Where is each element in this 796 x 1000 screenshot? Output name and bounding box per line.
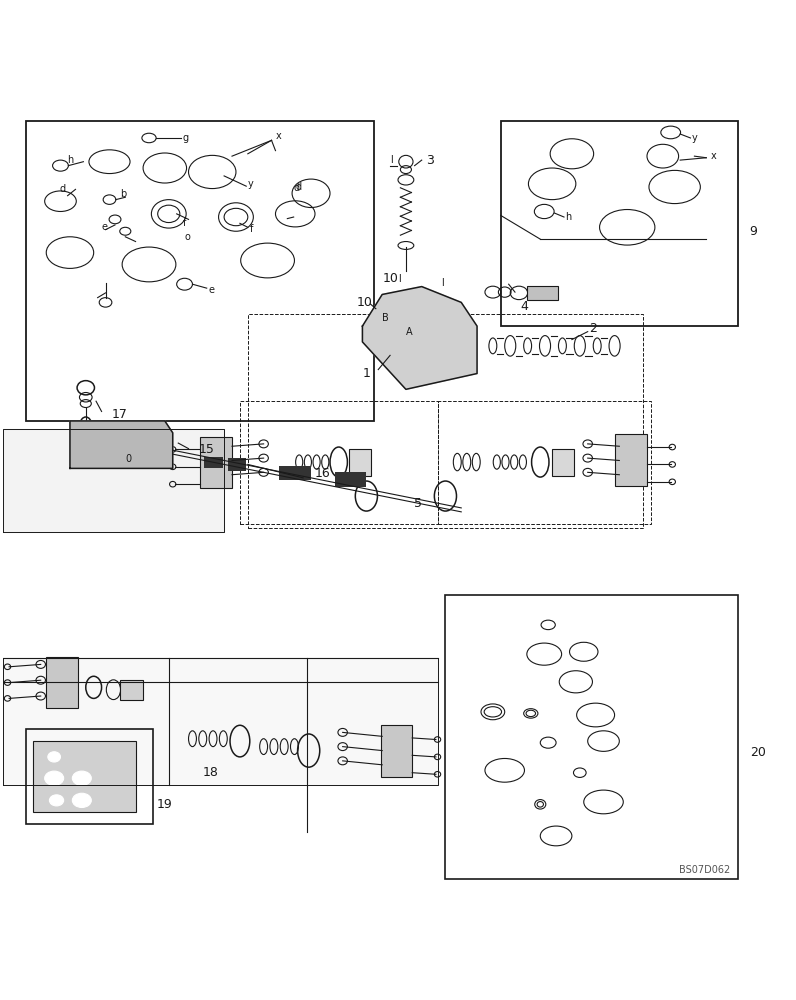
Bar [438,401,651,524]
Bar [205,457,223,468]
Text: b: b [119,189,126,199]
Text: d: d [295,182,302,192]
Text: 20: 20 [750,746,766,759]
Text: d: d [60,184,66,194]
Bar [527,286,559,300]
Text: y: y [692,133,698,143]
Text: 9: 9 [750,225,758,238]
Text: 10: 10 [357,296,373,309]
Text: l: l [390,155,393,165]
Text: h: h [68,155,74,165]
Text: y: y [248,179,254,189]
Text: 4: 4 [521,300,529,313]
Text: l: l [398,274,400,284]
Bar [240,401,438,524]
Text: 17: 17 [112,408,127,421]
Bar [46,657,78,708]
Polygon shape [2,429,224,532]
Text: l: l [442,278,444,288]
Bar [349,449,371,476]
Text: 2: 2 [589,322,597,335]
Text: B: B [382,313,389,323]
Text: 10: 10 [382,272,398,285]
Bar [33,741,135,812]
Text: x: x [710,151,716,161]
Bar [501,121,738,326]
Bar [201,437,232,488]
Text: 18: 18 [203,766,219,779]
Ellipse shape [48,752,60,762]
Bar [119,680,143,700]
Text: e: e [102,222,107,232]
Text: 3: 3 [426,154,434,167]
Text: 1: 1 [362,367,370,380]
Ellipse shape [45,771,64,785]
Bar [279,466,311,480]
Bar [228,458,246,471]
Text: 0: 0 [125,454,131,464]
Text: x: x [275,131,281,141]
Bar [446,595,738,879]
Bar [26,121,374,421]
Ellipse shape [72,771,92,785]
Text: 19: 19 [157,798,173,811]
Text: 15: 15 [199,443,215,456]
Text: e: e [209,285,214,295]
Ellipse shape [86,429,110,449]
Ellipse shape [80,417,92,431]
Text: 16: 16 [315,467,331,480]
Text: 5: 5 [414,497,422,510]
Ellipse shape [72,793,92,807]
Ellipse shape [80,451,92,465]
Bar [380,725,412,777]
Ellipse shape [49,795,64,806]
Text: o: o [185,232,190,242]
Text: f: f [183,218,186,228]
Text: f: f [249,224,253,234]
Text: BS07D062: BS07D062 [679,865,730,875]
Ellipse shape [121,436,145,456]
Polygon shape [362,287,477,389]
Polygon shape [70,421,173,468]
Bar [335,472,366,487]
Text: A: A [406,327,412,337]
Text: g: g [183,133,189,143]
Bar [552,449,574,476]
Text: h: h [566,212,572,222]
Bar [615,434,647,486]
Polygon shape [2,658,438,785]
Bar [26,729,153,824]
Text: d: d [294,183,300,193]
Bar [248,314,643,528]
